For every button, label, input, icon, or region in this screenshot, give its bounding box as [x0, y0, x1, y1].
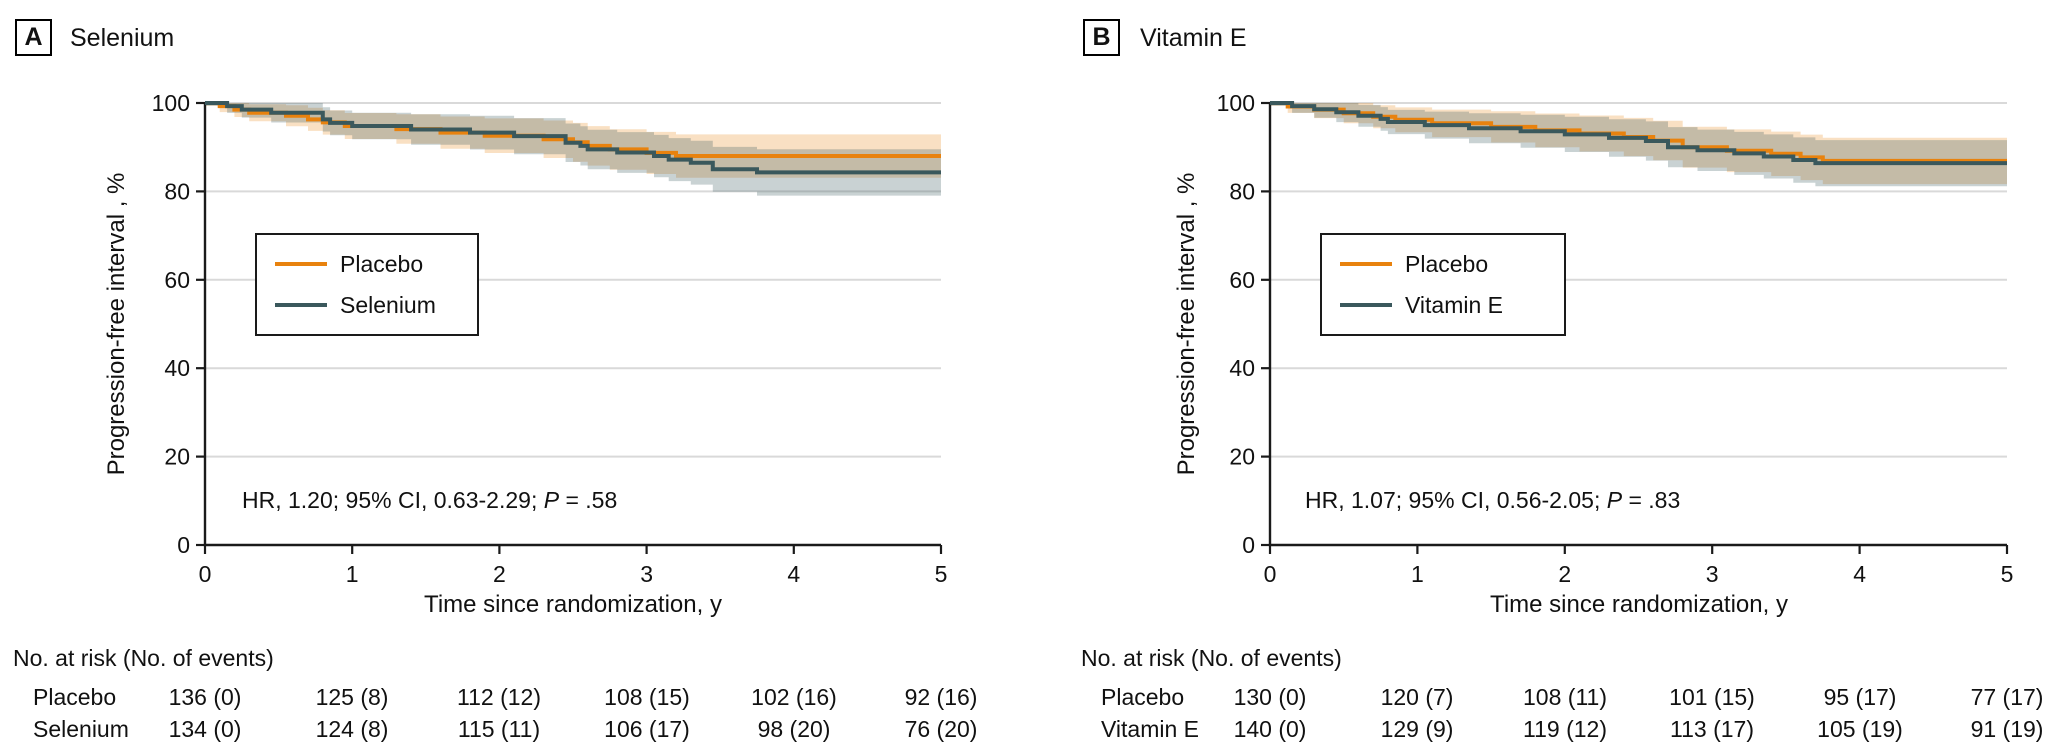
risk-value: 95 (17)	[1823, 684, 1897, 710]
km-plot-vitamin-e: 0 20 40 60 80 100 0 1 2 3 4 5	[1217, 90, 2014, 587]
risk-value: 129 (9)	[1380, 716, 1454, 742]
risk-value: 106 (17)	[604, 716, 690, 742]
risk-value: 98 (20)	[757, 716, 831, 742]
x-tick-label: 5	[935, 561, 948, 587]
x-tick-label: 3	[640, 561, 653, 587]
risk-value: 120 (7)	[1380, 684, 1454, 710]
legend-label: Placebo	[340, 251, 424, 277]
y-tick-label: 0	[177, 532, 190, 558]
risk-value: 102 (16)	[751, 684, 837, 710]
risk-value: 140 (0)	[1233, 716, 1307, 742]
x-tick-label: 1	[346, 561, 359, 587]
legend-label: Vitamin E	[1405, 292, 1504, 318]
km-plot-selenium: 0 20 40 60 80 100 0 1 2 3 4 5	[152, 90, 948, 587]
hazard-ratio-annotation: HR, 1.20; 95% CI, 0.63-2.29; P = .58	[242, 487, 617, 514]
y-tick-label: 20	[1229, 444, 1255, 470]
legend-entry-selenium: Selenium	[275, 291, 467, 319]
hr-text: HR, 1.20; 95% CI, 0.63-2.29;	[242, 487, 544, 513]
p-symbol: P	[1606, 487, 1623, 513]
legend: Placebo Vitamin E	[1320, 233, 1566, 336]
legend-entry-vitamin-e: Vitamin E	[1340, 291, 1554, 319]
y-tick-label: 80	[1229, 178, 1255, 204]
y-tick-label: 60	[1229, 267, 1255, 293]
risk-row-label: Placebo	[1101, 684, 1185, 710]
x-tick-label: 4	[787, 561, 800, 587]
x-tick-label: 3	[1706, 561, 1719, 587]
legend-entry-placebo: Placebo	[1340, 250, 1554, 278]
risk-table-header: No. at risk (No. of events)	[13, 645, 274, 671]
hr-text: HR, 1.07; 95% CI, 0.56-2.05;	[1305, 487, 1607, 513]
panel-tag: B	[1083, 19, 1120, 56]
y-tick-label: 100	[152, 90, 190, 116]
x-axis-title: Time since randomization, y	[1490, 591, 1788, 618]
risk-value: 125 (8)	[315, 684, 389, 710]
risk-value: 115 (11)	[457, 716, 541, 742]
placebo-line-swatch	[275, 262, 327, 266]
p-symbol: P	[543, 487, 560, 513]
risk-value: 112 (12)	[457, 684, 541, 710]
y-tick-label: 60	[164, 267, 190, 293]
legend-label: Placebo	[1405, 251, 1489, 277]
risk-row-label: Placebo	[33, 684, 117, 710]
risk-value: 113 (17)	[1670, 716, 1754, 742]
y-tick-label: 80	[164, 178, 190, 204]
risk-row-label: Selenium	[33, 716, 129, 742]
x-tick-label: 0	[1264, 561, 1277, 587]
hazard-ratio-annotation: HR, 1.07; 95% CI, 0.56-2.05; P = .83	[1305, 487, 1680, 514]
treatment-curve	[1270, 101, 2007, 166]
x-tick-label: 5	[2001, 561, 2014, 587]
y-axis-title: Progression-free interval , %	[1173, 172, 1200, 476]
y-tick-label: 40	[164, 355, 190, 381]
y-tick-label: 0	[1242, 532, 1255, 558]
risk-value: 77 (17)	[1970, 684, 2044, 710]
legend-entry-placebo: Placebo	[275, 250, 467, 278]
treatment-ci-band	[205, 103, 941, 199]
risk-value: 76 (20)	[904, 716, 978, 742]
y-axis-title: Progression-free interval , %	[103, 172, 130, 476]
panel-vitamin-e: 0 20 40 60 80 100 0 1 2 3 4 5 B Vitamin E Progressi…	[1024, 0, 2048, 749]
x-tick-label: 2	[1558, 561, 1571, 587]
legend-label: Selenium	[340, 292, 436, 318]
risk-value: 124 (8)	[315, 716, 389, 742]
risk-value: 136 (0)	[168, 684, 242, 710]
p-value: = .58	[559, 487, 618, 513]
panel-title: Selenium	[70, 24, 175, 52]
treatment-curve	[205, 101, 941, 175]
risk-value: 92 (16)	[904, 684, 978, 710]
x-tick-label: 1	[1411, 561, 1424, 587]
selenium-line-swatch	[275, 303, 327, 307]
x-tick-label: 4	[1853, 561, 1866, 587]
panel-title: Vitamin E	[1140, 24, 1247, 52]
legend: Placebo Selenium	[255, 233, 479, 336]
risk-value: 119 (12)	[1523, 716, 1607, 742]
vitamin-e-line-swatch	[1340, 303, 1392, 307]
risk-value: 105 (19)	[1817, 716, 1903, 742]
x-tick-label: 2	[493, 561, 506, 587]
risk-value: 108 (15)	[604, 684, 690, 710]
x-tick-label: 0	[199, 561, 212, 587]
panel-tag: A	[15, 19, 52, 56]
risk-value: 108 (11)	[1523, 684, 1607, 710]
risk-table-header: No. at risk (No. of events)	[1081, 645, 1342, 671]
y-tick-label: 100	[1217, 90, 1255, 116]
p-value: = .83	[1622, 487, 1681, 513]
risk-row-label: Vitamin E	[1101, 716, 1200, 742]
risk-value: 101 (15)	[1669, 684, 1755, 710]
panel-selenium: 0 20 40 60 80 100 0 1 2 3 4 5 A Selenium Progressio…	[13, 19, 978, 742]
y-tick-label: 20	[164, 444, 190, 470]
risk-value: 134 (0)	[168, 716, 242, 742]
y-tick-label: 40	[1229, 355, 1255, 381]
risk-value: 130 (0)	[1233, 684, 1307, 710]
risk-value: 91 (19)	[1970, 716, 2044, 742]
x-axis-title: Time since randomization, y	[424, 591, 722, 618]
placebo-line-swatch	[1340, 262, 1392, 266]
